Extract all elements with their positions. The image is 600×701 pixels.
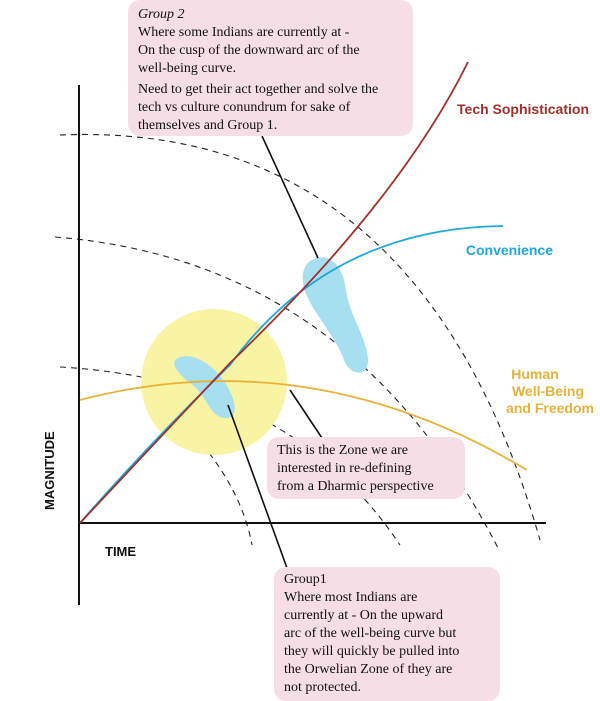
group2-callout: Group 2 Where some Indians are currently… [128, 0, 413, 136]
zone-line: from a Dharmic perspective [277, 479, 434, 494]
leader-group1 [227, 404, 288, 569]
x-axis-label: TIME [105, 544, 136, 559]
wellbeing-label-line-2: Well-Being [512, 383, 584, 399]
y-axis-label: MAGNITUDE [42, 431, 57, 510]
wellbeing-curve [79, 380, 528, 471]
zone-line: interested in re-defining [277, 461, 412, 476]
dashed-arc-4 [179, 419, 253, 546]
group1-line: Where most Indians are [284, 590, 418, 605]
group2-line: On the cusp of the downward arc of the [138, 43, 360, 58]
dashed-arc-2 [54, 236, 499, 549]
wellbeing-label-line-3: and Freedom [506, 400, 594, 416]
tech-curve [79, 61, 469, 524]
group1-line: the Orwelian Zone of they are [284, 662, 453, 677]
wellbeing-label-line-1: Human [511, 366, 558, 382]
group1-callout: Group1 Where most Indians are currently … [274, 567, 500, 701]
dashed-arc-1 [59, 133, 541, 541]
group2-line: Need to get their act together and solve… [138, 82, 379, 97]
leader-zone [289, 389, 327, 445]
zone-callout: This is the Zone we are interested in re… [267, 437, 465, 499]
dashed-arc-3 [59, 366, 401, 546]
group2-title: Group 2 [138, 7, 185, 22]
leader-lines [227, 135, 327, 569]
tech-sophistication-label: Tech Sophistication [457, 101, 589, 117]
group2-line: well-being curve. [138, 61, 236, 76]
group1-line: they will quickly be pulled into [284, 644, 460, 659]
group2-cluster [302, 257, 368, 373]
leader-group2 [261, 135, 319, 259]
convenience-curve [79, 225, 504, 524]
group2-line: themselves and Group 1. [138, 118, 278, 133]
dashed-arcs [54, 133, 541, 549]
group2-line: Where some Indians are currently at - [138, 25, 350, 40]
convenience-label: Convenience [466, 242, 553, 258]
group1-line: Group1 [284, 572, 327, 587]
group1-line: not protected. [284, 680, 361, 695]
group2-line: tech vs culture conundrum for sake of [138, 100, 351, 115]
group1-line: currently at - On the upward [284, 608, 443, 623]
group1-cluster [174, 356, 235, 419]
zone-line: This is the Zone we are [277, 443, 409, 458]
group1-line: arc of the well-being curve but [284, 626, 457, 641]
